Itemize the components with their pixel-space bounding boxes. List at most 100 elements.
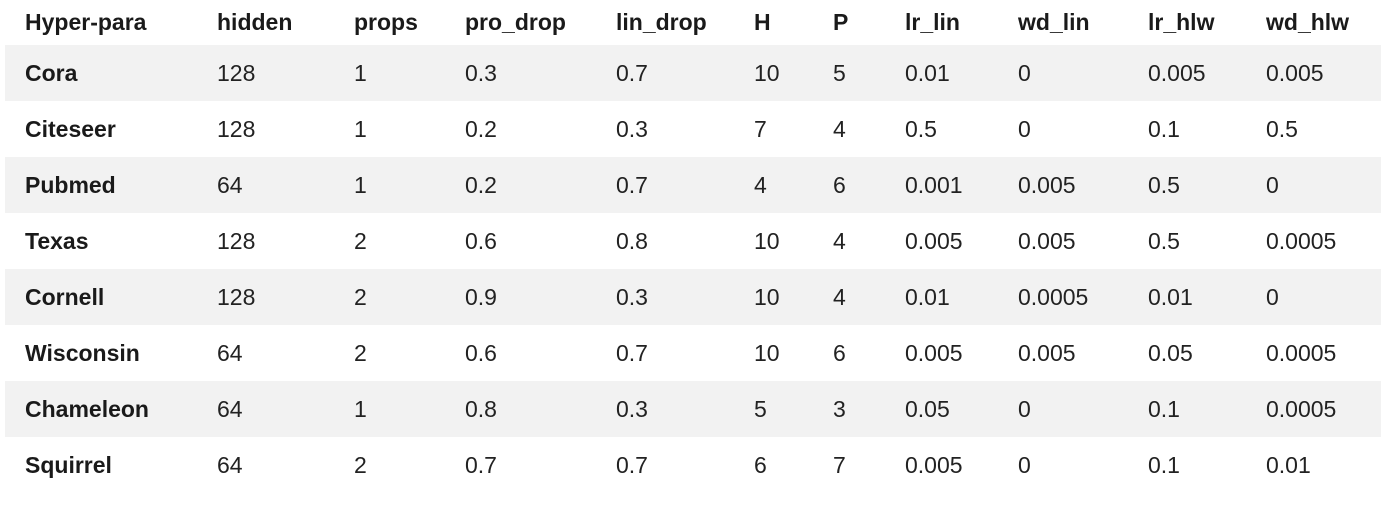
header-cell-p: P: [833, 9, 849, 35]
header-cell-hidden: hidden: [217, 9, 293, 35]
value-cell: 4: [754, 157, 833, 213]
value-cell: 2: [354, 325, 465, 381]
hyperparameter-table-container: Hyper-para hidden props pro_drop lin_dro…: [5, 0, 1381, 493]
value-cell: 5: [754, 381, 833, 437]
row-label-cell: Cornell: [5, 269, 217, 325]
table-row: Texas 128 2 0.6 0.8 10 4 0.005 0.005 0.5 0.0005: [5, 213, 1381, 269]
value-cell: 0: [1018, 45, 1148, 101]
value-cell: 7: [754, 101, 833, 157]
header-cell-props: props: [354, 9, 418, 35]
value-cell: 0.8: [465, 381, 616, 437]
value-cell: 128: [217, 101, 354, 157]
value-cell: 0.5: [905, 101, 1018, 157]
value-cell: 64: [217, 381, 354, 437]
value-cell: 3: [833, 381, 905, 437]
value-cell: 0.1: [1148, 437, 1266, 493]
value-cell: 10: [754, 325, 833, 381]
header-cell-lr-hlw: lr_hlw: [1148, 9, 1215, 35]
value-cell: 0.9: [465, 269, 616, 325]
value-cell: 0.05: [1148, 325, 1266, 381]
value-cell: 0: [1018, 437, 1148, 493]
value-cell: 0.05: [905, 381, 1018, 437]
value-cell: 6: [833, 325, 905, 381]
table-header: Hyper-para hidden props pro_drop lin_dro…: [5, 0, 1381, 45]
table-row: Cora 128 1 0.3 0.7 10 5 0.01 0 0.005 0.005: [5, 45, 1381, 101]
table-row: Wisconsin 64 2 0.6 0.7 10 6 0.005 0.005 0.05 0.000…: [5, 325, 1381, 381]
value-cell: 0.5: [1148, 213, 1266, 269]
value-cell: 0.0005: [1266, 381, 1381, 437]
value-cell: 2: [354, 269, 465, 325]
value-cell: 10: [754, 45, 833, 101]
value-cell: 0: [1266, 157, 1381, 213]
value-cell: 0.3: [616, 269, 754, 325]
value-cell: 0.6: [465, 325, 616, 381]
value-cell: 0.7: [616, 45, 754, 101]
row-label-cell: Texas: [5, 213, 217, 269]
value-cell: 0: [1266, 269, 1381, 325]
value-cell: 0.005: [905, 437, 1018, 493]
row-label-cell: Cora: [5, 45, 217, 101]
value-cell: 0.3: [616, 381, 754, 437]
value-cell: 64: [217, 157, 354, 213]
value-cell: 1: [354, 157, 465, 213]
value-cell: 0.0005: [1018, 269, 1148, 325]
value-cell: 0.0005: [1266, 325, 1381, 381]
row-label-cell: Chameleon: [5, 381, 217, 437]
header-cell-h: H: [754, 9, 771, 35]
value-cell: 0.005: [1148, 45, 1266, 101]
value-cell: 0.7: [616, 437, 754, 493]
value-cell: 0.01: [905, 269, 1018, 325]
value-cell: 128: [217, 45, 354, 101]
value-cell: 0.3: [616, 101, 754, 157]
value-cell: 0.005: [905, 213, 1018, 269]
value-cell: 64: [217, 437, 354, 493]
value-cell: 128: [217, 213, 354, 269]
value-cell: 4: [833, 101, 905, 157]
value-cell: 6: [833, 157, 905, 213]
value-cell: 0: [1018, 381, 1148, 437]
header-cell-lr-lin: lr_lin: [905, 9, 960, 35]
value-cell: 0.005: [1018, 213, 1148, 269]
value-cell: 0.005: [1018, 325, 1148, 381]
value-cell: 4: [833, 213, 905, 269]
value-cell: 0.1: [1148, 381, 1266, 437]
value-cell: 0.005: [905, 325, 1018, 381]
value-cell: 0.01: [1148, 269, 1266, 325]
value-cell: 0.8: [616, 213, 754, 269]
table-body: Cora 128 1 0.3 0.7 10 5 0.01 0 0.005 0.005 Citeseer…: [5, 45, 1381, 493]
row-label-cell: Wisconsin: [5, 325, 217, 381]
value-cell: 1: [354, 101, 465, 157]
row-label-cell: Squirrel: [5, 437, 217, 493]
value-cell: 7: [833, 437, 905, 493]
header-cell-lin-drop: lin_drop: [616, 9, 707, 35]
value-cell: 5: [833, 45, 905, 101]
value-cell: 0.5: [1266, 101, 1381, 157]
value-cell: 0.005: [1266, 45, 1381, 101]
table-row: Citeseer 128 1 0.2 0.3 7 4 0.5 0 0.1 0.5: [5, 101, 1381, 157]
header-cell-wd-lin: wd_lin: [1018, 9, 1090, 35]
value-cell: 2: [354, 213, 465, 269]
header-cell-hyper-para: Hyper-para: [25, 9, 147, 35]
row-label-cell: Citeseer: [5, 101, 217, 157]
value-cell: 1: [354, 45, 465, 101]
value-cell: 1: [354, 381, 465, 437]
value-cell: 0.6: [465, 213, 616, 269]
value-cell: 10: [754, 269, 833, 325]
value-cell: 0.01: [905, 45, 1018, 101]
value-cell: 128: [217, 269, 354, 325]
table-row: Pubmed 64 1 0.2 0.7 4 6 0.001 0.005 0.5 0: [5, 157, 1381, 213]
header-cell-wd-hlw: wd_hlw: [1266, 9, 1350, 35]
table-row: Squirrel 64 2 0.7 0.7 6 7 0.005 0 0.1 0.01: [5, 437, 1381, 493]
value-cell: 10: [754, 213, 833, 269]
hyperparameter-table: Hyper-para hidden props pro_drop lin_dro…: [5, 0, 1381, 493]
value-cell: 2: [354, 437, 465, 493]
value-cell: 0.001: [905, 157, 1018, 213]
value-cell: 0: [1018, 101, 1148, 157]
value-cell: 0.5: [1148, 157, 1266, 213]
row-label-cell: Pubmed: [5, 157, 217, 213]
value-cell: 4: [833, 269, 905, 325]
value-cell: 64: [217, 325, 354, 381]
header-row: Hyper-para hidden props pro_drop lin_dro…: [5, 0, 1381, 45]
value-cell: 0.3: [465, 45, 616, 101]
value-cell: 0.005: [1018, 157, 1148, 213]
